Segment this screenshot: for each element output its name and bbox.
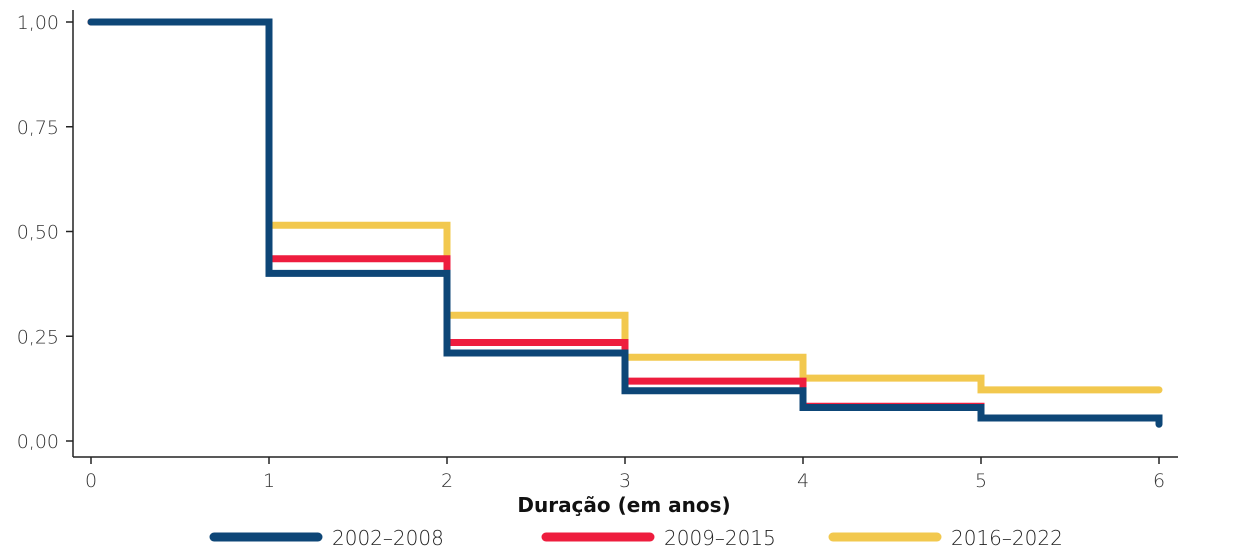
plot-lines [87,18,1163,428]
y-tick-label: 0,75 [17,117,59,139]
y-tick-label: 0,25 [17,326,59,348]
y-tick-label: 0,50 [17,222,59,244]
series-line-2002-2008 [87,18,1163,428]
x-tick-label: 5 [975,470,987,492]
x-tick-label: 3 [619,470,631,492]
x-tick-label: 2 [441,470,453,492]
series-line-2016-2022 [87,18,1163,394]
x-axis-title: Duração (em anos) [517,493,730,517]
x-ticks: 0 1 2 3 4 5 6 [85,457,1165,492]
legend-label-2016-2022: 2016–2022 [951,526,1063,550]
y-tick-label: 0,00 [17,431,59,453]
y-ticks: 0,00 0,25 0,50 0,75 1,00 [17,12,73,453]
x-tick-label: 1 [263,470,275,492]
legend-label-2009-2015: 2009–2015 [664,526,776,550]
x-tick-label: 4 [797,470,809,492]
y-tick-label: 1,00 [17,12,59,34]
legend-label-2002-2008: 2002–2008 [332,526,444,550]
x-tick-label: 6 [1153,470,1165,492]
legend: 2002–2008 2009–2015 2016–2022 [209,526,1063,550]
x-tick-label: 0 [85,470,97,492]
